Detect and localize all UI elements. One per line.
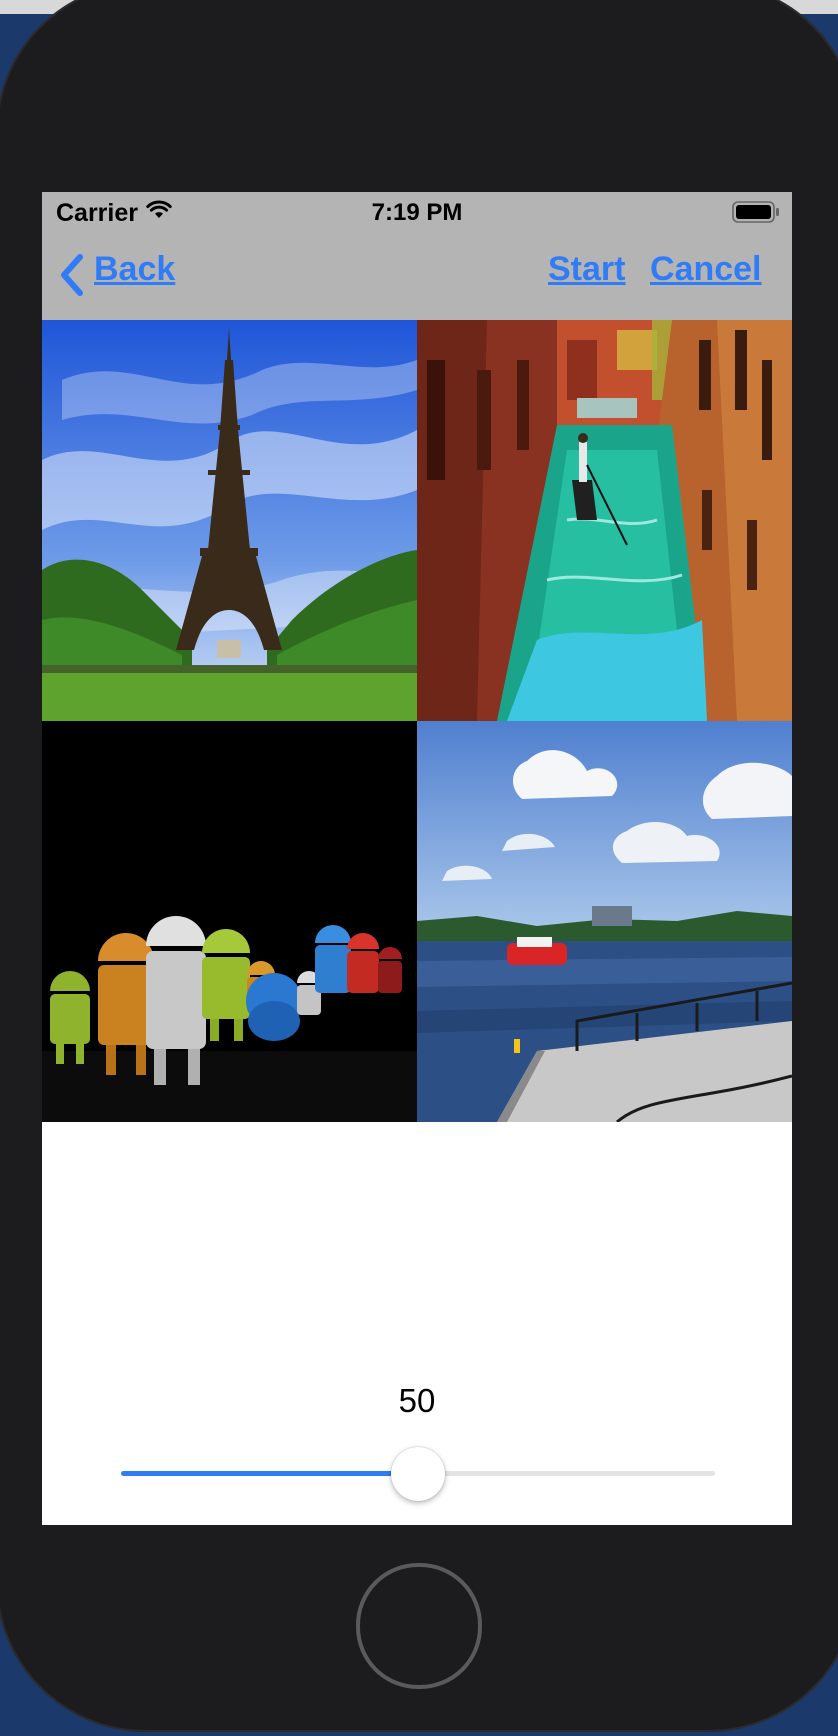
slider-value-label: 50 bbox=[398, 1382, 436, 1419]
carrier-label: Carrier bbox=[56, 199, 138, 227]
navigation-bar: Back Start Cancel bbox=[42, 232, 792, 320]
chevron-left-icon bbox=[61, 254, 83, 296]
photo-grid bbox=[42, 320, 792, 1122]
app-screen: Carrier 7:19 PM Back Start Cancel bbox=[42, 192, 792, 1525]
back-label: Back bbox=[94, 250, 176, 288]
start-button[interactable]: Start bbox=[548, 250, 626, 288]
value-slider[interactable] bbox=[121, 1445, 715, 1503]
slider-fill bbox=[121, 1471, 418, 1476]
status-bar: Carrier 7:19 PM bbox=[42, 192, 792, 232]
battery-icon bbox=[732, 201, 780, 228]
photo-android-figures[interactable] bbox=[42, 721, 417, 1122]
home-button[interactable] bbox=[356, 1563, 482, 1689]
cancel-button[interactable]: Cancel bbox=[650, 250, 762, 288]
photo-harbor[interactable] bbox=[417, 721, 792, 1122]
wifi-icon bbox=[146, 200, 172, 225]
photo-venice-canal[interactable] bbox=[417, 320, 792, 721]
photo-eiffel-tower[interactable] bbox=[42, 320, 417, 721]
clock: 7:19 PM bbox=[371, 199, 463, 226]
slider-thumb[interactable] bbox=[391, 1447, 445, 1501]
